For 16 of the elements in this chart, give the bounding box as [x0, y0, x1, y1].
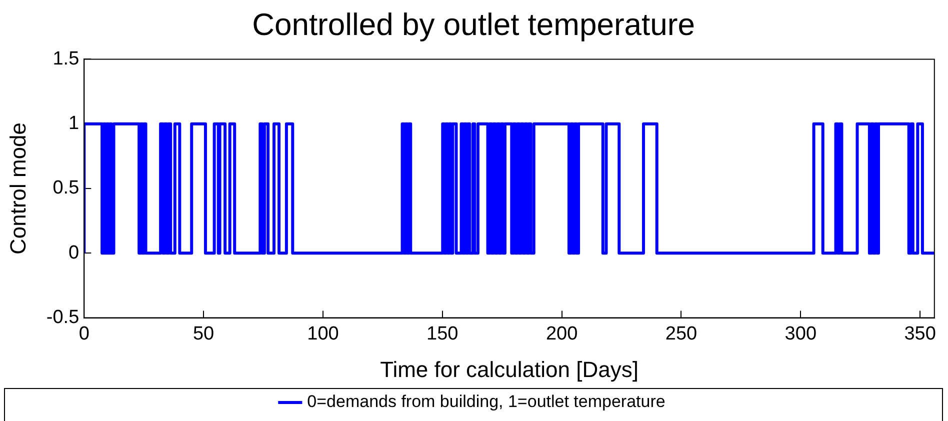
- y-tick-label: 0.5: [52, 178, 80, 199]
- x-axis-title: Time for calculation [Days]: [380, 356, 638, 382]
- y-tick-label: 1: [68, 113, 80, 134]
- y-tick-label: 1.5: [52, 48, 80, 70]
- x-tick-label: 200: [546, 323, 578, 344]
- x-tick-label: 50: [192, 323, 214, 344]
- chart-title: Controlled by outlet temperature: [252, 7, 695, 42]
- legend-label: 0=demands from building, 1=outlet temperature: [307, 392, 666, 412]
- y-tick-label: 0: [68, 242, 80, 264]
- y-tick-label: -0.5: [46, 307, 80, 328]
- x-tick-label: 350: [904, 323, 936, 344]
- x-tick-label: 300: [784, 323, 816, 344]
- x-tick-label: 150: [426, 323, 458, 344]
- x-tick-label: 250: [665, 323, 698, 344]
- y-axis-title: Control mode: [5, 122, 30, 255]
- x-tick-label: 100: [307, 323, 339, 344]
